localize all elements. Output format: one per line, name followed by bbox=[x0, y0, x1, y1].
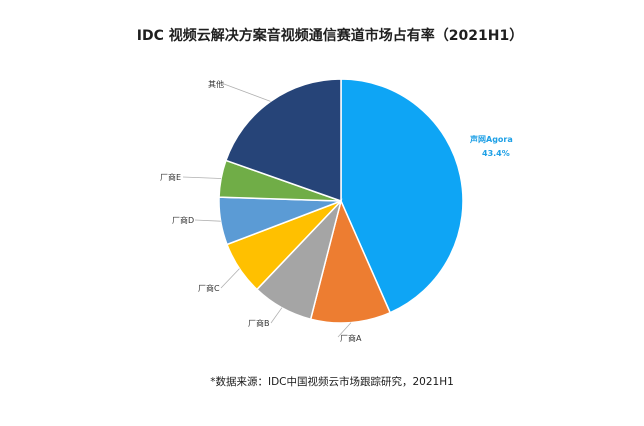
slice-label-7: 其他 bbox=[208, 79, 224, 89]
chart-title: IDC 视频云解决方案音视频通信赛道市场占有率（2021H1） bbox=[137, 27, 523, 44]
leader-line-6 bbox=[182, 176, 222, 179]
leader-line-4 bbox=[220, 268, 240, 289]
slice-label-6: 厂商E bbox=[160, 172, 181, 182]
pie-slice-7 bbox=[225, 78, 342, 203]
leader-line-5 bbox=[194, 219, 221, 222]
pie-slice-1 bbox=[340, 78, 464, 314]
slice-value-label-1: 43.4% bbox=[482, 149, 510, 158]
slice-label-4: 厂商C bbox=[198, 283, 220, 293]
leader-line-3 bbox=[270, 307, 283, 324]
slice-label-2: 厂商A bbox=[340, 333, 362, 343]
source-note: *数据来源：IDC中国视频云市场跟踪研究，2021H1 bbox=[210, 375, 454, 388]
leader-line-2 bbox=[337, 322, 352, 338]
slice-label-1: 声网Agora bbox=[469, 134, 513, 144]
slice-label-3: 厂商B bbox=[248, 318, 270, 328]
leader-line-7 bbox=[223, 83, 271, 102]
pie-labels: 声网Agora 43.4% 厂商A 厂商B 厂商C 厂商D 厂商E 其他 bbox=[160, 79, 513, 343]
pie-slices bbox=[218, 78, 464, 324]
pie-slice-2 bbox=[309, 198, 392, 324]
slice-label-5: 厂商D bbox=[172, 215, 194, 225]
